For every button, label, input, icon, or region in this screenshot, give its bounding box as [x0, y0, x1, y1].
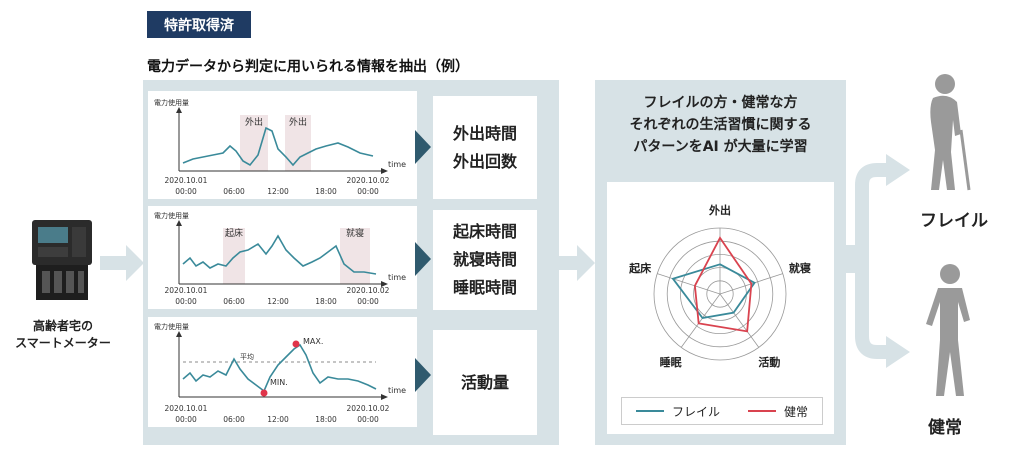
- min-point: [260, 389, 268, 397]
- graph2-ylabel: 電力使用量: [154, 211, 189, 220]
- tick-label: 06:00: [223, 187, 245, 196]
- output-box-outing: 外出時間 外出回数: [433, 96, 537, 199]
- radar-axis-label: 睡眠: [660, 355, 682, 369]
- chevron-right-icon: [415, 130, 431, 164]
- tick-label: 06:00: [223, 415, 245, 424]
- graph-outing: 電力使用量 外出 外出 time 2020.10.01 00:00 06:00 12:…: [148, 91, 417, 199]
- graph3-xunit: time: [388, 386, 406, 395]
- output-box-activity: 活動量: [433, 330, 537, 435]
- frail-person-icon: [930, 74, 971, 191]
- tick-label: 12:00: [267, 187, 289, 196]
- ai-text-line2: それぞれの生活習慣に関する: [629, 117, 812, 133]
- tick-label: 00:00: [357, 187, 379, 196]
- tick-label: 00:00: [357, 415, 379, 424]
- legend-item-healthy: 健常: [747, 403, 808, 420]
- tick-label: 12:00: [267, 297, 289, 306]
- legend-item-frail: フレイル: [635, 403, 720, 420]
- max-point: [292, 340, 300, 348]
- ai-learning-panel: フレイルの方・健常な方 それぞれの生活習慣に関する パターンをAI が大量に学習…: [595, 80, 846, 445]
- radar-chart-card: 外出就寝活動 睡眠 起床 フレイル 健常: [607, 182, 834, 434]
- tick-label: 2020.10.01: [165, 286, 208, 295]
- radar-spoke: [680, 293, 721, 348]
- tick-label: 00:00: [357, 297, 379, 306]
- graph3-max-label: MAX.: [303, 337, 323, 346]
- tick-label: 2020.10.01: [165, 404, 208, 413]
- graph3-min-label: MIN.: [270, 378, 288, 387]
- tick-label: 06:00: [223, 297, 245, 306]
- output-box-sleep: 起床時間 就寝時間 睡眠時間: [433, 210, 537, 310]
- tick-label: 12:00: [267, 415, 289, 424]
- meter-caption-line2: スマートメーター: [15, 336, 111, 350]
- healthy-person-icon: [926, 264, 970, 396]
- graph1-xunit: time: [388, 160, 406, 169]
- radar-series-frail: [671, 263, 756, 320]
- ai-text-line3: パターンをAI が大量に学習: [633, 139, 808, 155]
- chevron-right-icon: [415, 242, 431, 276]
- radar-legend: フレイル 健常: [621, 397, 823, 425]
- graph1-ylabel: 電力使用量: [154, 98, 189, 107]
- tick-label: 00:00: [175, 187, 197, 196]
- graph3-ylabel: 電力使用量: [154, 322, 189, 331]
- smart-meter-icon: [32, 220, 92, 300]
- frail-label: フレイル: [920, 211, 988, 231]
- graph-wake-sleep: 電力使用量 起床 就寝 time 2020.10.01 00:00 06:00 12:…: [148, 206, 417, 309]
- graph1-annot-2: 外出: [289, 116, 307, 128]
- healthy-label: 健常: [928, 418, 962, 438]
- graph-activity: 電力使用量 平均 MAX. MIN. time 2020.10.01 00:00 0…: [148, 317, 417, 427]
- graph2-xunit: time: [388, 273, 406, 282]
- chevron-right-icon: [415, 358, 431, 392]
- output-label: 活動量: [460, 372, 509, 392]
- legend-swatch: [747, 410, 776, 412]
- radar-series-healthy: [693, 236, 753, 333]
- radar-axis-label: 就寝: [789, 261, 811, 275]
- arrow-graphs-to-ai: [559, 245, 595, 281]
- tick-label: 18:00: [315, 297, 337, 306]
- extraction-panel: 電力使用量 外出 外出 time 2020.10.01 00:00 06:00 12:…: [143, 80, 559, 445]
- meter-caption-line1: 高齢者宅の: [32, 319, 93, 333]
- output-label: 起床時間: [452, 222, 517, 241]
- tick-label: 2020.10.01: [165, 176, 208, 185]
- tick-label: 00:00: [175, 297, 197, 306]
- section-subtitle: 電力データから判定に用いられる情報を抽出（例）: [147, 59, 469, 75]
- tick-label: 2020.10.02: [347, 286, 390, 295]
- graph3-ticks: 2020.10.01 00:00 06:00 12:00 18:00 2020.10.02…: [165, 404, 390, 424]
- output-label: 外出回数: [452, 151, 517, 171]
- output-label: 外出時間: [452, 123, 517, 143]
- graph3-avg-label: 平均: [240, 352, 254, 361]
- output-label: 就寝時間: [452, 250, 517, 269]
- legend-label: フレイル: [671, 404, 720, 419]
- radar-spoke: [657, 273, 721, 295]
- arrow-meter-to-graphs: [100, 245, 144, 281]
- radar-spoke: [719, 293, 760, 348]
- tick-label: 18:00: [315, 187, 337, 196]
- radar-axis-label: 起床: [628, 261, 652, 275]
- patent-badge: 特許取得済: [147, 11, 251, 38]
- tick-label: 18:00: [315, 415, 337, 424]
- graph2-ticks: 2020.10.01 00:00 06:00 12:00 18:00 2020.10.02…: [165, 286, 390, 306]
- legend-swatch: [635, 410, 664, 412]
- graph2-annot-2: 就寝: [346, 227, 364, 239]
- tick-label: 2020.10.02: [347, 176, 390, 185]
- legend-label: 健常: [783, 404, 808, 419]
- graph1-annot-1: 外出: [245, 116, 263, 128]
- tick-label: 00:00: [175, 415, 197, 424]
- graph1-ticks: 2020.10.01 00:00 06:00 12:00 18:00 2020.10.02…: [165, 176, 390, 196]
- radar-axis-label: 活動: [758, 355, 780, 369]
- arrow-split-to-people: [844, 154, 910, 368]
- ai-text-line1: フレイルの方・健常な方: [643, 95, 798, 111]
- graph2-annot-1: 起床: [225, 227, 243, 239]
- tick-label: 2020.10.02: [347, 404, 390, 413]
- output-label: 睡眠時間: [452, 278, 517, 297]
- radar-axis-label: 外出: [708, 203, 731, 217]
